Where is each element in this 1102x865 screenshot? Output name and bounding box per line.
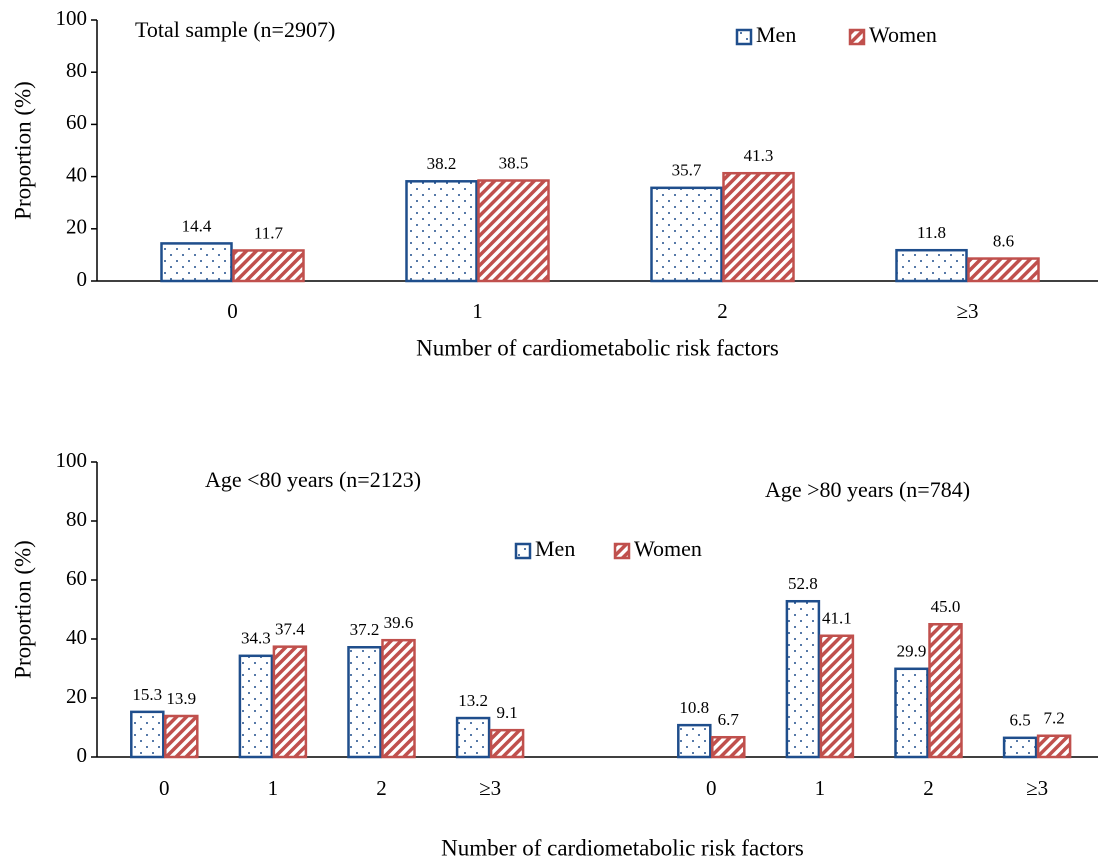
bar bbox=[347, 646, 382, 759]
bar bbox=[1002, 736, 1038, 759]
value-label: 11.7 bbox=[254, 223, 284, 242]
value-label: 15.3 bbox=[132, 685, 162, 704]
y-tick-label: 100 bbox=[56, 6, 88, 30]
legend-label: Women bbox=[634, 536, 702, 561]
bar bbox=[130, 710, 165, 759]
legend-swatch bbox=[613, 542, 631, 560]
bar bbox=[928, 623, 963, 759]
legend-label: Men bbox=[535, 536, 575, 561]
y-tick-label: 20 bbox=[66, 215, 87, 239]
value-label: 6.7 bbox=[718, 710, 740, 729]
bar bbox=[232, 249, 305, 283]
value-label: 29.9 bbox=[897, 642, 927, 661]
bar bbox=[164, 714, 199, 759]
value-label: 45.0 bbox=[931, 597, 961, 616]
value-label: 34.3 bbox=[241, 629, 271, 648]
bar bbox=[819, 634, 855, 759]
x-tick-label: 2 bbox=[717, 299, 728, 323]
x-tick-label: 2 bbox=[923, 776, 934, 800]
value-label: 37.2 bbox=[350, 620, 380, 639]
bar bbox=[455, 716, 491, 759]
y-axis-label: Proportion (%) bbox=[10, 540, 35, 679]
bar bbox=[650, 186, 723, 283]
legend-swatch bbox=[848, 28, 866, 46]
value-label: 10.8 bbox=[679, 698, 709, 717]
value-label: 38.5 bbox=[499, 153, 529, 172]
y-tick-label: 20 bbox=[66, 684, 87, 708]
value-label: 13.9 bbox=[166, 689, 196, 708]
legend-swatch bbox=[735, 28, 753, 46]
legend-label: Men bbox=[756, 22, 796, 47]
y-tick-label: 0 bbox=[77, 743, 88, 767]
value-label: 13.2 bbox=[458, 691, 488, 710]
panel-title: Age >80 years (n=784) bbox=[765, 477, 970, 502]
legend-label: Women bbox=[869, 22, 937, 47]
bar bbox=[489, 728, 525, 759]
x-tick-label: 1 bbox=[268, 776, 279, 800]
value-label: 52.8 bbox=[788, 574, 818, 593]
bar bbox=[894, 667, 929, 759]
bar bbox=[785, 599, 821, 759]
bar bbox=[677, 723, 712, 759]
value-label: 39.6 bbox=[384, 613, 414, 632]
value-label: 8.6 bbox=[993, 231, 1014, 250]
bar bbox=[895, 248, 968, 283]
panel-title: Age <80 years (n=2123) bbox=[205, 467, 421, 492]
panel-title: Total sample (n=2907) bbox=[135, 17, 335, 42]
x-tick-label: 0 bbox=[706, 776, 717, 800]
value-label: 6.5 bbox=[1009, 711, 1030, 730]
y-tick-label: 100 bbox=[56, 448, 88, 472]
x-tick-label: ≥3 bbox=[956, 299, 978, 323]
value-label: 11.8 bbox=[917, 223, 946, 242]
y-tick-label: 60 bbox=[66, 566, 87, 590]
x-tick-label: 0 bbox=[159, 776, 170, 800]
bar bbox=[711, 735, 746, 759]
x-tick-label: ≥3 bbox=[479, 776, 501, 800]
bar bbox=[1036, 734, 1072, 759]
bar bbox=[405, 180, 478, 283]
bar bbox=[160, 242, 233, 283]
x-tick-label: 1 bbox=[815, 776, 826, 800]
value-label: 41.3 bbox=[744, 146, 774, 165]
x-tick-label: 1 bbox=[472, 299, 483, 323]
bar bbox=[967, 257, 1040, 283]
bar bbox=[722, 171, 795, 283]
bar bbox=[477, 179, 550, 283]
bar bbox=[381, 638, 416, 759]
value-label: 9.1 bbox=[496, 703, 517, 722]
y-tick-label: 40 bbox=[66, 162, 87, 186]
y-tick-label: 40 bbox=[66, 625, 87, 649]
bar bbox=[238, 654, 274, 759]
value-label: 41.1 bbox=[822, 609, 852, 628]
x-axis-label: Number of cardiometabolic risk factors bbox=[416, 335, 779, 360]
y-tick-label: 80 bbox=[66, 58, 87, 82]
value-label: 7.2 bbox=[1043, 709, 1064, 728]
x-tick-label: ≥3 bbox=[1026, 776, 1048, 800]
x-tick-label: 0 bbox=[227, 299, 238, 323]
legend-swatch bbox=[514, 542, 532, 560]
y-tick-label: 60 bbox=[66, 110, 87, 134]
bar bbox=[272, 645, 308, 759]
value-label: 35.7 bbox=[672, 161, 702, 180]
value-label: 14.4 bbox=[182, 216, 212, 235]
x-tick-label: 2 bbox=[376, 776, 387, 800]
y-axis-label: Proportion (%) bbox=[10, 81, 35, 220]
y-tick-label: 0 bbox=[77, 267, 88, 291]
value-label: 38.2 bbox=[427, 154, 457, 173]
y-tick-label: 80 bbox=[66, 507, 87, 531]
value-label: 37.4 bbox=[275, 620, 305, 639]
x-axis-label: Number of cardiometabolic risk factors bbox=[441, 835, 804, 860]
